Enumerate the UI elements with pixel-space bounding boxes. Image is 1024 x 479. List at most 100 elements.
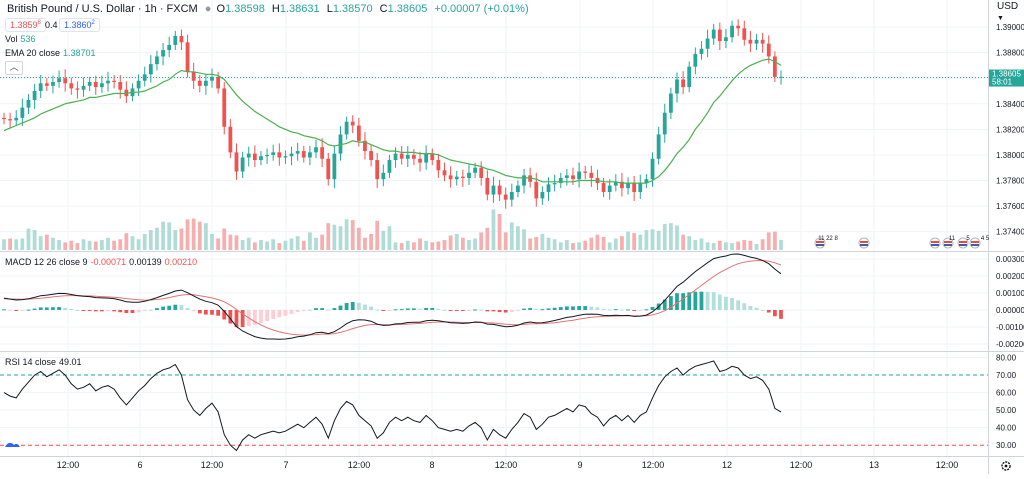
candle-body <box>448 175 453 180</box>
volume-bar <box>460 237 465 250</box>
macd-histogram-bar <box>473 309 477 311</box>
macd-histogram-bar <box>522 308 526 310</box>
candle-body <box>540 192 545 199</box>
macd-histogram-bar <box>730 297 734 310</box>
volume-bar <box>497 213 502 250</box>
volume-bar <box>350 220 355 250</box>
macd-histogram-bar <box>363 304 367 310</box>
volume-bar <box>51 237 55 250</box>
candle-body <box>711 29 716 39</box>
volume-bar <box>289 238 294 250</box>
candle-body <box>265 154 269 157</box>
candle-body <box>766 43 771 57</box>
candle-body <box>38 83 43 91</box>
open-value: 1.38598 <box>225 3 265 15</box>
bid-superscript: 8 <box>37 20 41 26</box>
time-axis-label: 12:00 <box>642 460 665 470</box>
volume-bar <box>2 239 6 250</box>
rsi-label: RSI 14 close <box>5 357 57 367</box>
volume-bar <box>760 239 765 250</box>
macd-histogram-bar <box>81 309 86 311</box>
candle-body <box>51 82 55 86</box>
macd-histogram-bar <box>687 292 692 310</box>
macd-line <box>3 253 782 340</box>
macd-histogram-bar <box>711 292 716 310</box>
macd-histogram-bar <box>607 309 612 311</box>
ema-legend[interactable]: EMA 20 close 1.38701 <box>5 48 96 58</box>
volume-bar <box>222 228 227 250</box>
macd-histogram-bar <box>601 308 606 310</box>
candle-body <box>277 152 282 158</box>
macd-legend[interactable]: MACD 12 26 close 9 -0.00071 0.00139 0.00210 <box>5 257 197 267</box>
candle-body <box>32 90 37 100</box>
price-axis-tick: 1.39000 <box>996 23 1024 32</box>
eye-icon[interactable]: ● <box>204 3 212 15</box>
ask-value: 1.3860 <box>64 20 92 30</box>
ema-label: EMA 20 close <box>5 48 61 58</box>
macd-histogram-bar <box>381 309 386 311</box>
candle-body <box>295 151 300 154</box>
candle-body <box>442 170 447 176</box>
volume-bar <box>534 236 539 250</box>
symbol-title[interactable]: British Pound / U.S. Dollar · 1h · FXCM <box>7 3 198 15</box>
candle-body <box>503 194 508 200</box>
volume-bar <box>14 239 19 250</box>
volume-bar <box>314 237 318 250</box>
high-label: H <box>271 3 280 15</box>
macd-histogram-bar <box>748 305 753 310</box>
volume-bar <box>571 243 575 250</box>
candle-body <box>344 121 349 135</box>
macd-axis-tick: -0.00200 <box>996 340 1024 349</box>
event-count-label: 11 <box>949 236 956 242</box>
macd-histogram-bar <box>675 293 679 310</box>
candle-body <box>601 183 606 193</box>
macd-histogram-bar <box>191 309 196 312</box>
volume-bar <box>705 242 710 250</box>
volume-bar <box>136 239 141 250</box>
ask-pill[interactable]: 1.38602 <box>59 18 100 32</box>
candle-body <box>754 39 759 44</box>
candle-body <box>687 66 692 88</box>
volume-bar <box>252 242 257 250</box>
macd-histogram-bar <box>295 309 300 313</box>
macd-histogram-bar <box>20 309 25 311</box>
event-count-label: 4 5 <box>981 236 990 242</box>
time-axis-label: 7 <box>283 460 288 470</box>
candle-body <box>613 181 618 186</box>
collapse-legend-button[interactable]: ︿ <box>5 61 23 75</box>
volume-legend[interactable]: Vol 536 <box>5 34 36 44</box>
macd-axis-tick: 0.00000 <box>996 306 1024 315</box>
macd-histogram-bar <box>173 304 178 310</box>
macd-axis-tick: 0.00100 <box>996 289 1024 298</box>
candle-body <box>216 76 221 89</box>
time-axis-label: 12:00 <box>57 460 80 470</box>
spread-value: 0.4 <box>45 20 58 30</box>
bid-value: 1.3859 <box>10 20 38 30</box>
event-flag-icon-stripe <box>816 241 824 243</box>
volume-bar <box>632 233 637 250</box>
time-axis-label: 12:00 <box>936 460 959 470</box>
macd-histogram-bar <box>252 309 257 325</box>
macd-histogram-bar <box>412 308 416 310</box>
volume-bar <box>436 241 441 250</box>
macd-histogram-bar <box>546 308 551 310</box>
candle-body <box>399 153 404 159</box>
currency-label: USD <box>997 1 1019 12</box>
macd-histogram-bar <box>148 309 153 311</box>
macd-histogram-bar <box>724 296 728 310</box>
bid-pill[interactable]: 1.38598 <box>5 18 46 32</box>
candle-body <box>485 177 490 195</box>
volume-bar <box>448 235 453 250</box>
macd-histogram-bar <box>681 293 686 310</box>
currency-selector[interactable]: USD ▼ <box>997 1 1024 23</box>
macd-histogram-bar <box>14 309 19 311</box>
volume-bar <box>509 222 514 250</box>
rsi-axis-tick: 40.00 <box>996 424 1017 433</box>
macd-histogram-bar <box>130 309 135 314</box>
volume-bar <box>75 243 80 250</box>
rsi-legend[interactable]: RSI 14 close 49.01 <box>5 357 82 367</box>
chevron-up-icon: ︿ <box>9 62 19 72</box>
candle-body <box>222 88 227 127</box>
